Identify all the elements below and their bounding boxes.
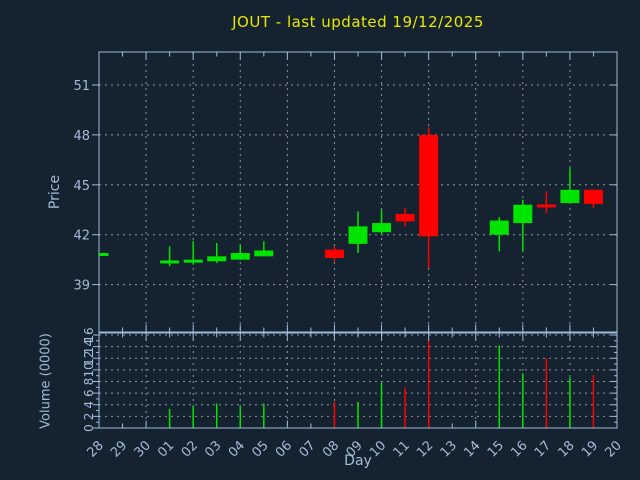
candle-body-08 (324, 249, 344, 258)
day-tick-label: 19 (579, 438, 601, 460)
volume-tick-label: 10 (82, 362, 96, 377)
price-tick-label: 45 (73, 179, 90, 194)
candle-body-05 (254, 250, 274, 257)
candle-body-04 (230, 252, 250, 260)
price-panel-border (98, 51, 618, 333)
volume-tick-label: 12 (82, 351, 96, 366)
chart-title: JOUT - last updated 19/12/2025 (232, 13, 484, 31)
volume-tick-label: 4 (82, 401, 96, 409)
volume-panel-border (98, 332, 618, 429)
price-tick-label: 39 (73, 279, 90, 294)
price-tick-label: 42 (73, 229, 90, 244)
candle-body-17 (536, 204, 556, 208)
day-tick-label: 13 (438, 438, 460, 460)
day-tick-label: 16 (508, 438, 530, 460)
candle-body-16 (513, 204, 533, 224)
volume-tick-label: 2 (82, 413, 96, 421)
day-tick-label: 02 (179, 438, 201, 460)
volume-tick-label: 0 (82, 424, 96, 432)
day-axis-label: Day (344, 453, 372, 469)
day-tick-label: 11 (391, 438, 413, 460)
day-tick-label: 05 (249, 438, 271, 460)
candle-body-02 (183, 259, 203, 263)
day-tick-label: 01 (155, 438, 177, 460)
candle-body-03 (207, 256, 227, 262)
candle-body-01 (160, 260, 180, 264)
price-tick-label: 48 (73, 129, 90, 144)
price-tick-label: 51 (73, 79, 90, 94)
day-tick-label: 06 (273, 438, 295, 460)
candle-body-11 (395, 213, 415, 222)
candle-body-18 (560, 189, 580, 204)
day-tick-label: 07 (296, 438, 318, 460)
candle-body-12 (419, 134, 439, 237)
volume-tick-label: 8 (82, 378, 96, 386)
day-tick-label: 09 (344, 438, 366, 460)
volume-tick-label: 6 (82, 389, 96, 397)
day-tick-label: 10 (367, 438, 389, 460)
day-tick-label: 14 (461, 438, 483, 460)
candle-body-19 (583, 189, 603, 204)
day-tick-label: 28 (85, 438, 107, 460)
candle-body-09 (348, 226, 368, 244)
day-tick-label: 03 (202, 438, 224, 460)
candle-body-10 (372, 223, 392, 233)
day-tick-label: 15 (485, 438, 507, 460)
candles-group (99, 127, 603, 268)
volume-tick-label: 14 (82, 339, 96, 354)
day-tick-label: 20 (603, 438, 625, 460)
day-tick-label: 18 (555, 438, 577, 460)
day-tick-label: 04 (226, 438, 248, 460)
day-tick-label: 17 (532, 438, 554, 460)
volume-tick-label: 16 (82, 327, 96, 342)
day-tick-label: 08 (320, 438, 342, 460)
day-tick-label: 30 (132, 438, 154, 460)
day-tick-label: 29 (108, 438, 130, 460)
candle-body-28 (99, 252, 109, 256)
candle-body-15 (489, 220, 509, 235)
day-tick-label: 12 (414, 438, 436, 460)
volume-bars-group (168, 340, 595, 428)
